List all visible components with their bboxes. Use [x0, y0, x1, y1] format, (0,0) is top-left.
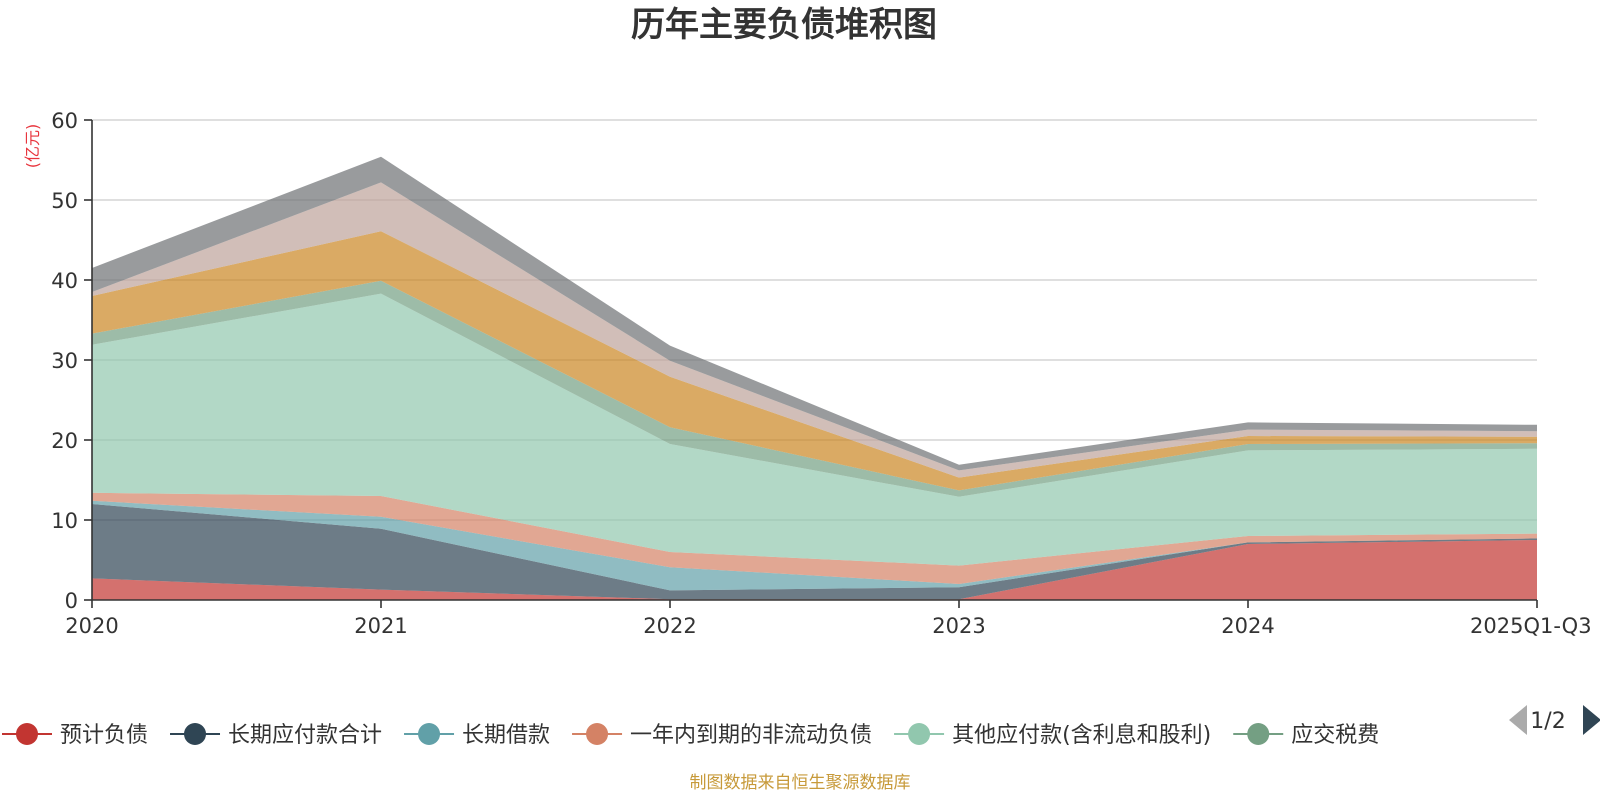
legend-prev-icon[interactable]: [1509, 705, 1527, 735]
legend-label: 长期应付款合计: [228, 723, 382, 748]
legend-item-5[interactable]: 其他应付款(含利息和股利): [894, 723, 1211, 748]
legend-marker-icon: [184, 723, 207, 745]
area-series-8: [92, 182, 1537, 478]
x-tick-label: 2021: [354, 614, 407, 638]
legend-item-4[interactable]: 一年内到期的非流动负债: [572, 723, 872, 748]
area-series-2: [92, 504, 1537, 600]
legend-label: 预计负债: [60, 723, 148, 748]
x-tick-label: 2024: [1221, 614, 1274, 638]
y-tick-label: 10: [51, 509, 78, 533]
legend: 预计负债 长期应付款合计 长期借款 一年内到期的非流动负债 其他应付款(含利息和股利) 应…: [2, 723, 1379, 748]
legend-next-icon[interactable]: [1583, 705, 1600, 735]
stacked-areas: [92, 156, 1537, 600]
area-series-1: [92, 540, 1537, 600]
legend-marker-icon: [418, 723, 441, 745]
x-tick-label: 2020: [65, 614, 118, 638]
legend-item-2[interactable]: 长期应付款合计: [170, 723, 382, 748]
y-tick-label: 30: [51, 349, 78, 373]
chart-title: 历年主要负债堆积图: [631, 5, 937, 45]
x-tick-label: 2025Q1-Q3: [1470, 614, 1592, 638]
legend-marker-icon: [586, 723, 609, 745]
y-tick-label: 0: [65, 589, 78, 613]
y-axis-unit: (亿元): [23, 124, 42, 169]
legend-label: 其他应付款(含利息和股利): [952, 723, 1211, 748]
legend-label: 长期借款: [462, 723, 550, 748]
axes: 0 10 20 30 40 50 60 2020 2021 2022 2023 2024 2025Q1-…: [51, 109, 1591, 638]
legend-marker-icon: [16, 723, 38, 745]
legend-pager: 1/2: [1509, 705, 1600, 735]
x-tick-label: 2023: [932, 614, 985, 638]
x-tick-label: 2022: [643, 614, 696, 638]
legend-label: 一年内到期的非流动负债: [630, 723, 872, 748]
data-source-footer: 制图数据来自恒生聚源数据库: [690, 773, 911, 793]
area-series-4: [92, 492, 1537, 584]
y-tick-label: 50: [51, 189, 78, 213]
legend-page-indicator: 1/2: [1530, 709, 1565, 734]
legend-item-3[interactable]: 长期借款: [404, 723, 550, 748]
area-series-9: [92, 156, 1537, 471]
legend-label: 应交税费: [1291, 723, 1379, 748]
y-tick-label: 60: [51, 109, 78, 133]
legend-item-6[interactable]: 应交税费: [1233, 723, 1379, 748]
legend-marker-icon: [908, 723, 931, 745]
area-series-7: [92, 231, 1537, 491]
legend-item-1[interactable]: 预计负债: [2, 723, 148, 748]
legend-marker-icon: [1247, 723, 1270, 745]
area-series-3: [92, 500, 1537, 591]
area-series-5: [92, 293, 1537, 566]
y-tick-label: 20: [51, 429, 78, 453]
y-tick-label: 40: [51, 269, 78, 293]
